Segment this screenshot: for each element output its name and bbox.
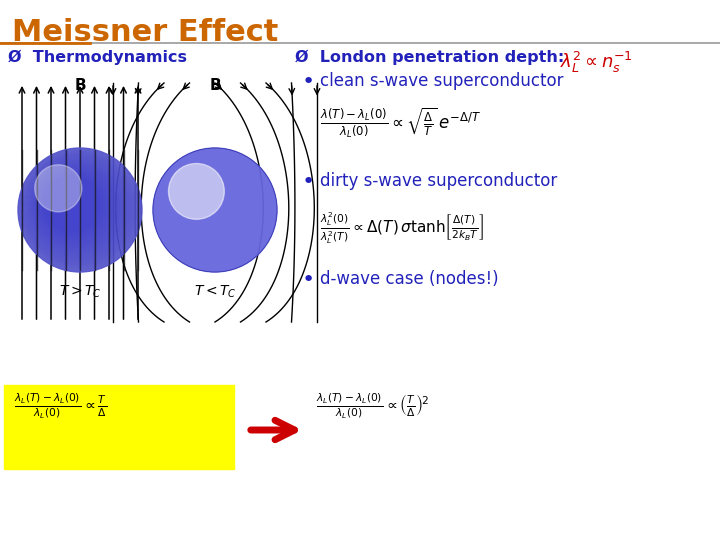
Circle shape bbox=[168, 164, 225, 219]
Text: $T < T_C$: $T < T_C$ bbox=[194, 284, 236, 300]
Circle shape bbox=[18, 148, 142, 272]
FancyBboxPatch shape bbox=[4, 385, 234, 469]
Text: $\frac{\lambda_L(T)-\lambda_L(0)}{\lambda_L(0)} \propto \frac{T}{\Delta}$: $\frac{\lambda_L(T)-\lambda_L(0)}{\lambd… bbox=[14, 392, 107, 421]
Text: Ø  London penetration depth:: Ø London penetration depth: bbox=[295, 50, 564, 65]
Text: B: B bbox=[210, 78, 221, 93]
Text: •: • bbox=[302, 72, 315, 92]
Text: d-wave case (nodes!): d-wave case (nodes!) bbox=[320, 270, 499, 288]
Text: $\frac{\lambda(T) - \lambda_L(0)}{\lambda_L(0)} \propto \sqrt{\frac{\Delta}{T}}\: $\frac{\lambda(T) - \lambda_L(0)}{\lambd… bbox=[320, 105, 481, 140]
Text: B: B bbox=[74, 78, 86, 93]
Text: clean s-wave superconductor: clean s-wave superconductor bbox=[320, 72, 564, 90]
Circle shape bbox=[35, 165, 82, 212]
Text: Ø  Thermodynamics: Ø Thermodynamics bbox=[8, 50, 187, 65]
Text: $\frac{\lambda_L^2(0)}{\lambda_L^2(T)} \propto \Delta(T)\,\sigma\tanh\!\left[\fr: $\frac{\lambda_L^2(0)}{\lambda_L^2(T)} \… bbox=[320, 210, 484, 246]
Text: dirty s-wave superconductor: dirty s-wave superconductor bbox=[320, 172, 557, 190]
Text: Meissner Effect: Meissner Effect bbox=[12, 18, 279, 47]
Circle shape bbox=[153, 148, 277, 272]
Text: $T > T_C$: $T > T_C$ bbox=[58, 284, 102, 300]
Text: •: • bbox=[302, 270, 315, 290]
Text: •: • bbox=[302, 172, 315, 192]
Text: $\lambda_L^2 \propto n_s^{-1}$: $\lambda_L^2 \propto n_s^{-1}$ bbox=[560, 50, 633, 75]
Text: $\frac{\lambda_L(T)-\lambda_L(0)}{\lambda_L(0)} \propto \left(\frac{T}{\Delta}\r: $\frac{\lambda_L(T)-\lambda_L(0)}{\lambd… bbox=[316, 392, 429, 421]
